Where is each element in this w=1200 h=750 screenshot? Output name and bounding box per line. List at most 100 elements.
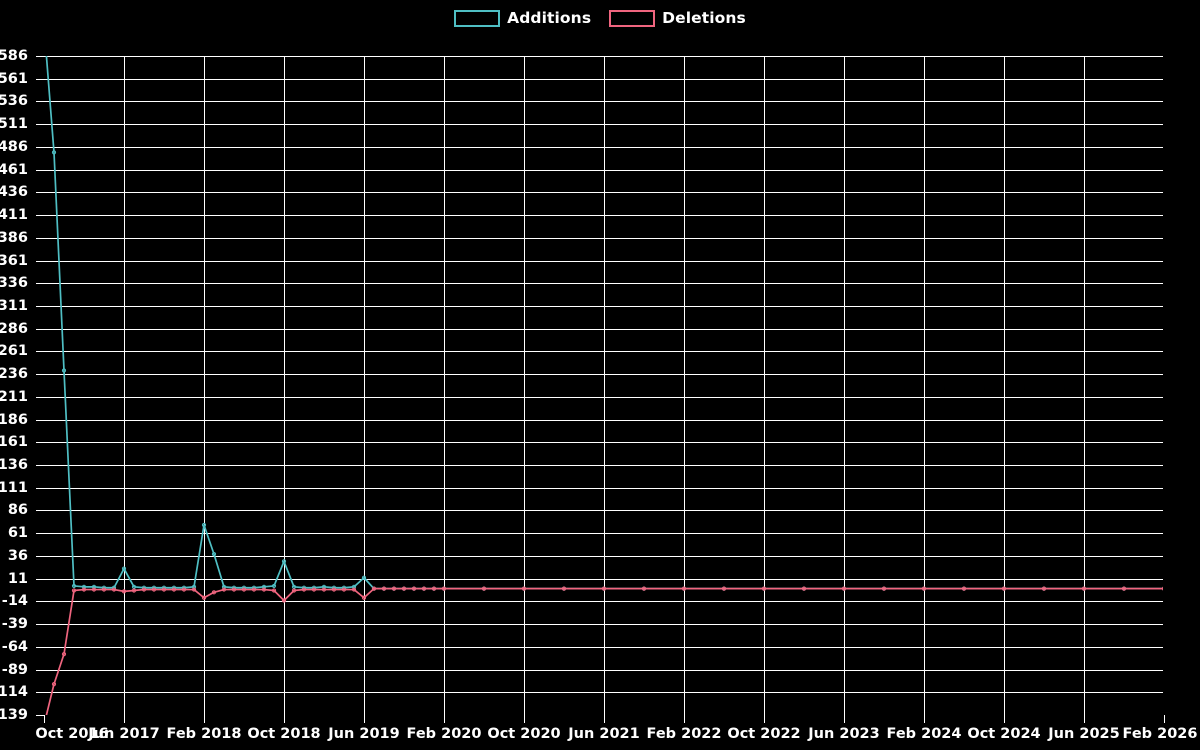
y-axis-tick-label: 536 <box>0 93 28 110</box>
x-axis-tick-mark <box>284 715 285 723</box>
x-axis-tick-mark <box>764 715 765 723</box>
series-marker <box>321 587 327 592</box>
y-axis-tick-mark <box>36 578 44 580</box>
y-axis-tick-label: -39 <box>1 616 28 633</box>
y-axis-tick-mark <box>36 328 44 330</box>
series-marker <box>881 586 887 591</box>
series-marker <box>271 583 277 589</box>
series-marker <box>211 590 217 595</box>
y-axis-tick-label: 586 <box>0 48 28 64</box>
y-axis-tick-label: 386 <box>0 229 28 246</box>
series-marker <box>201 522 207 528</box>
y-axis-tick-label: 36 <box>7 547 28 564</box>
gridline-horizontal <box>44 260 1163 262</box>
gridline-horizontal <box>44 351 1163 353</box>
y-axis-tick-label: 311 <box>0 297 28 314</box>
series-marker <box>301 587 307 592</box>
y-axis-tick-label: -139 <box>0 707 28 723</box>
series-marker <box>281 559 287 564</box>
y-axis-tick-mark <box>36 374 44 376</box>
gridline-horizontal <box>44 692 1163 694</box>
y-axis-tick-label: 486 <box>0 138 28 155</box>
x-axis-tick-label: Oct 2020 <box>487 726 561 742</box>
y-axis-tick-label: -64 <box>1 638 28 655</box>
x-axis-tick-label: Jun 2021 <box>568 726 640 742</box>
gridline-vertical <box>844 56 845 715</box>
y-axis-tick-mark <box>36 169 44 171</box>
series-marker <box>71 588 77 593</box>
gridline-horizontal <box>44 669 1163 671</box>
y-axis-tick-mark <box>36 624 44 626</box>
gridline-horizontal <box>44 646 1163 648</box>
y-axis-tick-mark <box>36 192 44 194</box>
x-axis-tick-label: Jun 2019 <box>328 726 400 742</box>
x-axis-tick-mark <box>924 715 925 723</box>
series-marker <box>241 587 247 592</box>
gridline-vertical <box>444 56 445 715</box>
series-line-deletions <box>45 587 1163 715</box>
series-marker <box>121 589 127 594</box>
gridline-horizontal <box>44 124 1163 126</box>
x-axis-tick-label: Oct 2018 <box>247 726 321 742</box>
y-axis-tick-label: 286 <box>0 320 28 337</box>
y-axis-tick-label: 361 <box>0 252 28 269</box>
legend-entry-deletions[interactable]: Deletions <box>609 9 746 27</box>
y-axis-tick-label: 561 <box>0 70 28 87</box>
y-axis-tick-mark <box>36 351 44 353</box>
series-marker <box>291 588 297 593</box>
x-axis-tick-mark <box>1164 715 1165 723</box>
gridline-vertical <box>284 56 285 715</box>
x-axis-tick-label: Jun 2023 <box>808 726 880 742</box>
gridline-horizontal <box>44 146 1163 148</box>
gridline-horizontal <box>44 283 1163 285</box>
series-marker <box>371 586 377 591</box>
legend-swatch-deletions <box>609 9 656 27</box>
y-axis-tick-label: 236 <box>0 366 28 383</box>
series-marker <box>111 587 117 592</box>
gridline-horizontal <box>44 56 1163 57</box>
series-marker <box>1161 586 1163 591</box>
y-axis-tick-label: 11 <box>7 570 28 587</box>
series-marker <box>351 587 357 592</box>
y-axis-tick-mark <box>36 692 44 694</box>
gridline-horizontal <box>44 601 1163 603</box>
y-axis-tick-label: -114 <box>0 684 28 701</box>
series-marker <box>131 588 137 593</box>
series-marker <box>51 150 57 155</box>
y-axis-tick-label: 86 <box>7 502 28 519</box>
series-marker <box>51 682 57 687</box>
series-marker <box>71 583 77 589</box>
series-marker <box>681 586 687 591</box>
x-axis-tick-mark <box>1004 715 1005 723</box>
gridline-horizontal <box>44 487 1163 489</box>
series-marker <box>421 586 427 591</box>
series-marker <box>381 586 387 591</box>
y-axis-tick-label: -14 <box>1 593 28 610</box>
y-axis-tick-mark <box>36 260 44 262</box>
y-axis-tick-label: 186 <box>0 411 28 428</box>
x-axis-tick-label: Jun 2017 <box>88 726 160 742</box>
series-marker <box>211 552 217 557</box>
gridline-horizontal <box>44 101 1163 103</box>
x-axis-tick-mark <box>1084 715 1085 723</box>
y-axis-tick-mark <box>36 101 44 103</box>
series-marker <box>361 575 367 580</box>
series-marker <box>1001 586 1007 591</box>
x-axis-tick-label: Jun 2025 <box>1048 726 1120 742</box>
y-axis-tick-mark <box>36 646 44 648</box>
y-axis-tick-mark <box>36 419 44 421</box>
series-marker <box>641 586 647 591</box>
plot-area <box>44 56 1163 715</box>
x-axis-tick-label: Oct 2016 <box>35 726 109 742</box>
y-axis-tick-mark <box>36 601 44 603</box>
y-axis-tick-label: 411 <box>0 207 28 224</box>
legend-entry-additions[interactable]: Additions <box>454 9 591 27</box>
series-marker <box>391 586 397 591</box>
legend-swatch-additions <box>454 9 501 27</box>
gridline-vertical <box>124 56 125 715</box>
series-marker <box>311 587 317 592</box>
series-marker <box>181 587 187 592</box>
series-marker <box>281 598 287 603</box>
y-axis-tick-mark <box>36 56 44 57</box>
